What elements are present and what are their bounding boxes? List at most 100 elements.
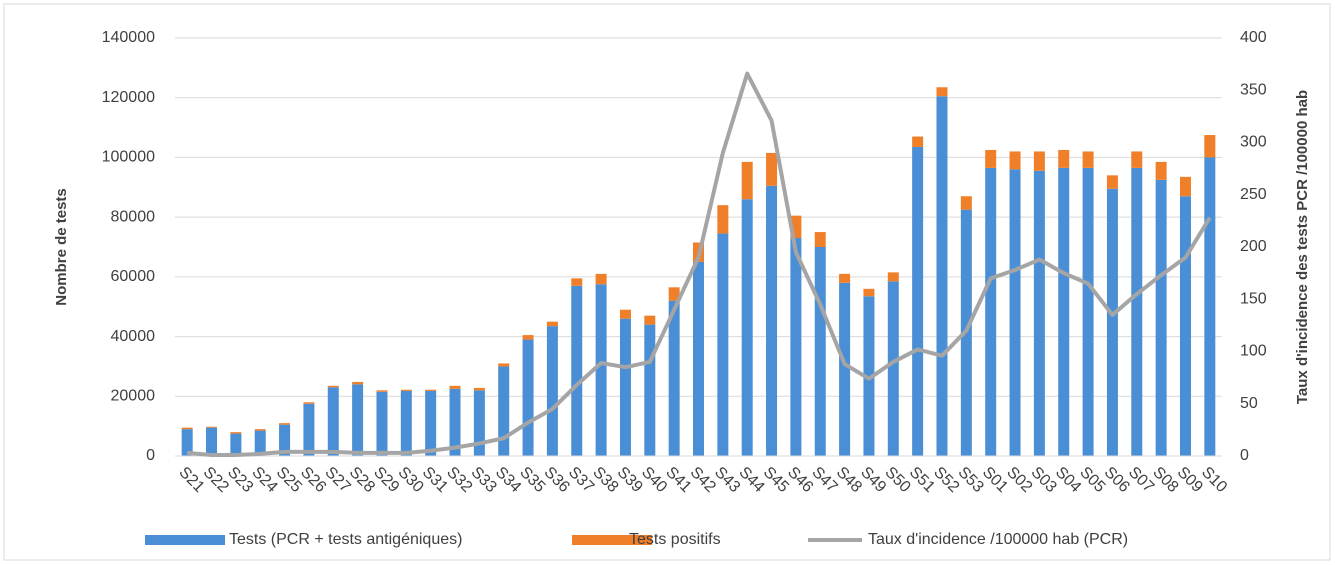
bar-segment <box>206 426 218 428</box>
y2-tick-label: 250 <box>1240 186 1267 203</box>
y2-tick-label: 400 <box>1240 29 1267 46</box>
bar-segment <box>790 215 802 239</box>
y-tick-label: 80000 <box>111 208 156 225</box>
x-tick-label: S07 <box>1125 464 1157 496</box>
bar-segment <box>1106 175 1118 189</box>
bar-segment <box>376 390 388 392</box>
bar-segment <box>254 429 266 431</box>
bar-segment <box>863 288 875 297</box>
x-tick-label: S04 <box>1052 464 1084 496</box>
bar-segment <box>1204 135 1216 158</box>
bar-segment <box>1033 170 1045 456</box>
x-tick-label: S53 <box>955 464 987 496</box>
bar-segment <box>595 284 607 456</box>
bar-segment <box>985 149 997 168</box>
bar-segment <box>741 199 753 456</box>
bar-segment <box>717 205 729 234</box>
bar-segment <box>1106 188 1118 456</box>
x-tick-label: S27 <box>321 464 353 496</box>
bar-segment <box>206 427 218 456</box>
y2-axis-label: Taux d'incidence des tests PCR /100000 h… <box>1294 90 1311 404</box>
x-tick-label: S45 <box>760 464 792 496</box>
y-tick-label: 40000 <box>111 328 156 345</box>
x-tick-label: S08 <box>1149 464 1181 496</box>
legend-swatch <box>572 535 652 545</box>
bar-segment <box>400 389 412 391</box>
bar-segment <box>960 196 972 210</box>
bar-segment <box>644 315 656 325</box>
chart-border <box>3 3 1331 561</box>
bar-segment <box>1009 169 1021 456</box>
bar-segment <box>498 366 510 456</box>
bar-segment <box>279 424 291 456</box>
bar-segment <box>473 390 485 456</box>
bar-segment <box>766 152 778 186</box>
bar-segment <box>839 282 851 456</box>
y-tick-label: 100000 <box>102 149 155 166</box>
bar-segment <box>571 285 583 456</box>
bar-segment <box>814 247 826 456</box>
y-tick-label: 0 <box>146 447 155 464</box>
bar-segment <box>303 403 315 456</box>
bar-segment <box>1009 151 1021 170</box>
y-tick-label: 60000 <box>111 268 156 285</box>
bar-segment <box>693 261 704 456</box>
x-tick-label: S48 <box>833 464 865 496</box>
bar-segment <box>839 273 851 283</box>
legend-label: Tests (PCR + tests antigéniques) <box>229 531 462 548</box>
x-tick-label: S52 <box>930 464 962 496</box>
bar-segment <box>887 272 899 282</box>
y2-tick-label: 100 <box>1240 343 1267 360</box>
bar-segment <box>985 167 997 456</box>
bar-segment <box>766 185 778 457</box>
y2-tick-label: 350 <box>1240 81 1267 98</box>
bar-segment <box>887 281 899 456</box>
x-tick-label: S21 <box>175 464 207 496</box>
y-axis-label: Nombre de tests <box>53 188 70 306</box>
bar-segment <box>1155 161 1167 180</box>
x-tick-label: S24 <box>248 464 280 496</box>
x-tick-label: S03 <box>1028 464 1060 496</box>
bar-segment <box>863 296 875 456</box>
bar-segment <box>1179 176 1191 197</box>
bar-segment <box>912 136 924 147</box>
y-tick-label: 140000 <box>102 29 155 46</box>
x-tick-label: S40 <box>638 464 670 496</box>
x-tick-label: S35 <box>516 464 548 496</box>
bar-segment <box>303 402 315 404</box>
x-tick-label: S22 <box>200 464 232 496</box>
bar-segment <box>644 324 656 456</box>
x-tick-label: S26 <box>297 464 329 496</box>
bar-segment <box>1179 196 1191 456</box>
x-tick-label: S10 <box>1198 464 1230 496</box>
bar-segment <box>619 309 631 319</box>
x-tick-label: S43 <box>711 464 743 496</box>
x-tick-label: S28 <box>346 464 378 496</box>
x-tick-label: S47 <box>808 464 840 496</box>
bar-segment <box>352 384 364 456</box>
bar-segment <box>1033 151 1045 171</box>
bar-segment <box>668 300 680 456</box>
x-tick-label: S34 <box>492 464 524 496</box>
bar-segment <box>1082 151 1094 168</box>
x-tick-label: S31 <box>419 464 451 496</box>
y2-tick-label: 50 <box>1240 395 1258 412</box>
legend-label: Taux d'incidence /100000 hab (PCR) <box>868 531 1128 548</box>
legend-label: Tests positifs <box>629 531 721 548</box>
bar-segment <box>522 339 534 456</box>
bar-segment <box>741 161 753 200</box>
x-tick-label: S33 <box>468 464 500 496</box>
y2-tick-label: 300 <box>1240 134 1267 151</box>
bar-segment <box>912 146 924 456</box>
y2-tick-label: 150 <box>1240 290 1267 307</box>
x-tick-label: S37 <box>565 464 597 496</box>
bar-segment <box>546 326 558 456</box>
bar-segment <box>181 427 193 430</box>
line-series <box>187 71 1212 457</box>
bar-segment <box>449 388 461 456</box>
bar-segment <box>668 287 680 301</box>
x-tick-label: S23 <box>224 464 256 496</box>
x-tick-label: S38 <box>589 464 621 496</box>
y-tick-label: 120000 <box>102 89 155 106</box>
bar-segment <box>1131 167 1143 456</box>
